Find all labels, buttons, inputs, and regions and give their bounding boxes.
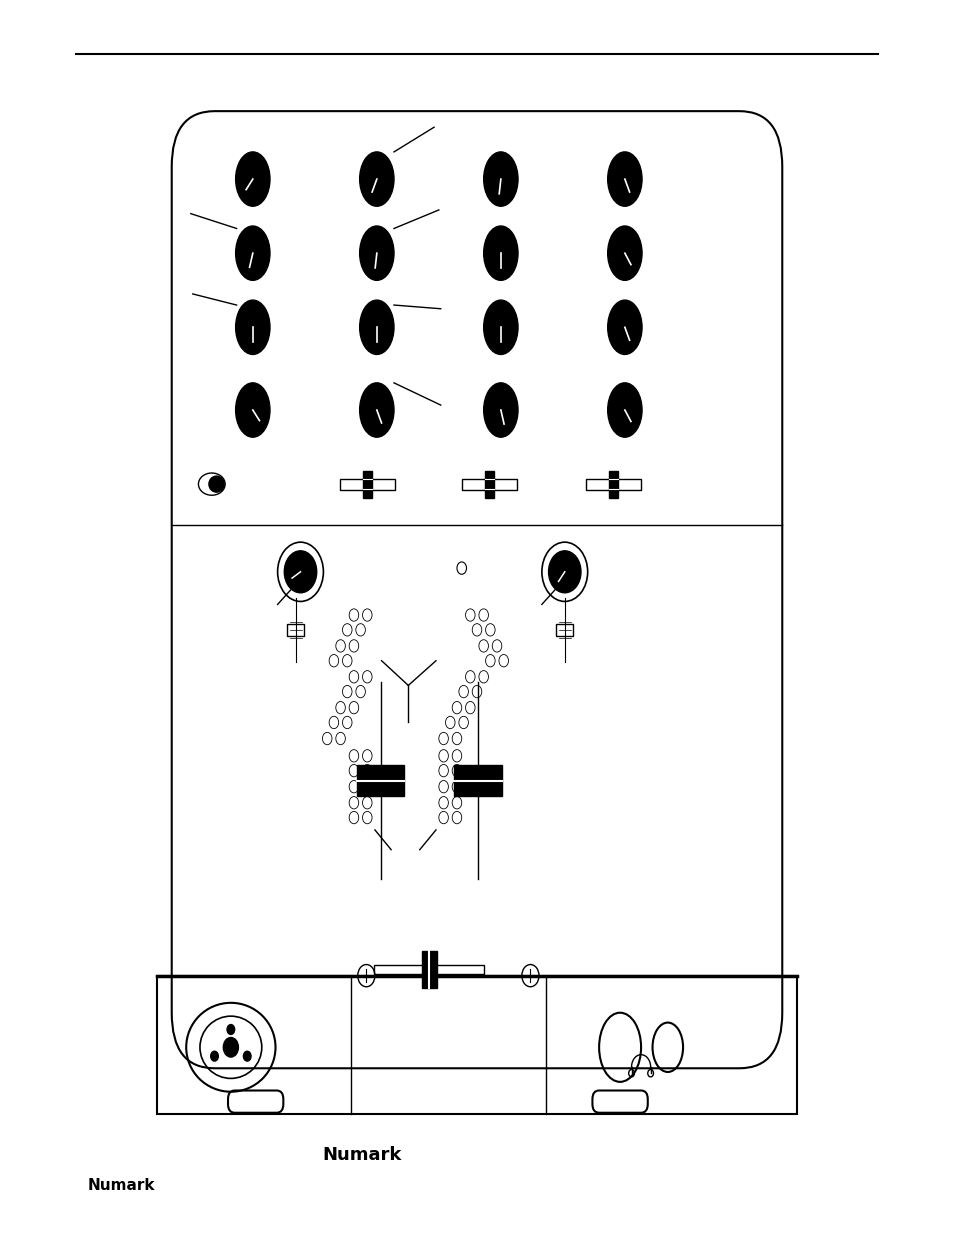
Bar [157, 976, 796, 1114]
Bar [454, 764, 501, 797]
Ellipse shape [483, 383, 517, 437]
Bar [556, 624, 573, 636]
Ellipse shape [607, 300, 641, 354]
Bar [339, 479, 395, 490]
Bar [484, 471, 494, 498]
Circle shape [223, 1037, 238, 1057]
Ellipse shape [235, 226, 270, 280]
Circle shape [548, 551, 580, 593]
Ellipse shape [483, 300, 517, 354]
Ellipse shape [359, 383, 394, 437]
Text: Numark: Numark [88, 1178, 155, 1193]
Text: Numark: Numark [322, 1146, 402, 1163]
Ellipse shape [235, 383, 270, 437]
Bar [585, 479, 640, 490]
Ellipse shape [483, 152, 517, 206]
Bar [356, 764, 404, 797]
Circle shape [284, 551, 316, 593]
Bar [374, 965, 484, 974]
Ellipse shape [359, 152, 394, 206]
Circle shape [227, 1025, 234, 1035]
Ellipse shape [359, 226, 394, 280]
Bar [421, 951, 436, 988]
Ellipse shape [607, 152, 641, 206]
Circle shape [211, 1051, 218, 1061]
Ellipse shape [235, 300, 270, 354]
Bar [362, 471, 372, 498]
Ellipse shape [235, 152, 270, 206]
Ellipse shape [607, 226, 641, 280]
FancyBboxPatch shape [172, 111, 781, 1068]
Bar [608, 471, 618, 498]
Ellipse shape [359, 300, 394, 354]
Ellipse shape [483, 226, 517, 280]
Bar [461, 479, 517, 490]
Ellipse shape [607, 383, 641, 437]
Ellipse shape [209, 475, 224, 493]
Bar [287, 624, 304, 636]
Circle shape [243, 1051, 251, 1061]
